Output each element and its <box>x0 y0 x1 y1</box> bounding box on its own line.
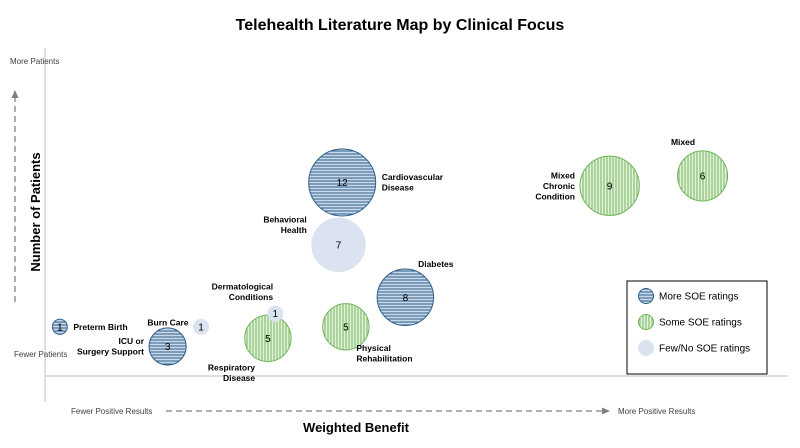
bubble-label-mixed-chronic-condition: Mixed Chronic Condition <box>535 170 575 201</box>
bubble-label-diabetes: Diabetes <box>418 259 454 269</box>
bubble-dermatological-conditions: 1 Dermatological Conditions <box>212 282 283 322</box>
x-high-label: More Positive Results <box>618 407 695 416</box>
x-low-label: Fewer Positive Results <box>71 407 152 416</box>
bubble-label-mixed: Mixed <box>671 137 695 147</box>
bubble-count-dermatological-conditions: 1 <box>273 309 279 320</box>
x-direction-arrow <box>166 408 610 415</box>
y-axis-title: Number of Patients <box>28 152 43 271</box>
legend: More SOE ratings Some SOE ratings Few/No S… <box>627 281 767 374</box>
bubble-count-behavioral-health: 7 <box>336 240 342 251</box>
bubble-count-mixed-chronic-condition: 9 <box>607 181 613 192</box>
legend-label-few-no-soe-ratings: Few/No SOE ratings <box>659 344 750 355</box>
y-low-label: Fewer Patients <box>14 350 67 359</box>
bubble-mixed: 6 Mixed <box>671 137 728 201</box>
bubble-label-dermatological-conditions: Dermatological Conditions <box>212 282 274 303</box>
legend-swatch-few-no-soe-ratings <box>639 341 654 356</box>
bubble-mixed-chronic-condition: 9 Mixed Chronic Condition <box>535 156 639 215</box>
bubble-icu-or-surgery-support: 3 ICU or Surgery Support <box>77 328 186 365</box>
bubble-cardiovascular-disease: 12 Cardiovascular Disease <box>309 149 444 216</box>
x-axis-title: Weighted Benefit <box>303 420 410 435</box>
legend-label-some-soe-ratings: Some SOE ratings <box>659 318 742 329</box>
legend-swatch-more-soe-ratings <box>639 289 654 304</box>
legend-swatch-some-soe-ratings <box>639 315 654 330</box>
bubble-preterm-birth: 1 Preterm Birth <box>52 319 127 334</box>
bubble-layer: 12 Cardiovascular Disease 9 Mixed Chronic Cond… <box>52 137 727 383</box>
bubble-label-preterm-birth: Preterm Birth <box>73 322 127 332</box>
bubble-label-burn-care: Burn Care <box>147 318 188 328</box>
bubble-label-icu-or-surgery-support: ICU or Surgery Support <box>77 336 145 357</box>
bubble-count-physical-rehabilitation: 5 <box>343 322 349 333</box>
bubble-count-burn-care: 1 <box>198 322 204 333</box>
chart-title: Telehealth Literature Map by Clinical Fo… <box>236 17 565 34</box>
bubble-behavioral-health: 7 Behavioral Health <box>263 215 365 272</box>
legend-label-more-soe-ratings: More SOE ratings <box>659 292 738 303</box>
bubble-count-respiratory-disease: 5 <box>265 334 271 345</box>
bubble-count-diabetes: 8 <box>403 293 409 304</box>
bubble-count-cardiovascular-disease: 12 <box>337 178 349 189</box>
bubble-label-cardiovascular-disease: Cardiovascular Disease <box>382 172 444 193</box>
bubble-label-physical-rehabilitation: Physical Rehabilitation <box>356 343 412 364</box>
y-direction-arrow <box>12 90 19 302</box>
bubble-count-icu-or-surgery-support: 3 <box>165 342 171 353</box>
y-high-label: More Patients <box>10 57 59 66</box>
bubble-label-respiratory-disease: Respiratory Disease <box>208 362 256 383</box>
bubble-respiratory-disease: 5 Respiratory Disease <box>208 315 291 383</box>
bubble-label-behavioral-health: Behavioral Health <box>263 215 306 236</box>
bubble-count-preterm-birth: 1 <box>57 322 63 333</box>
bubble-count-mixed: 6 <box>700 171 706 182</box>
bubble-diabetes: 8 Diabetes <box>377 259 454 325</box>
